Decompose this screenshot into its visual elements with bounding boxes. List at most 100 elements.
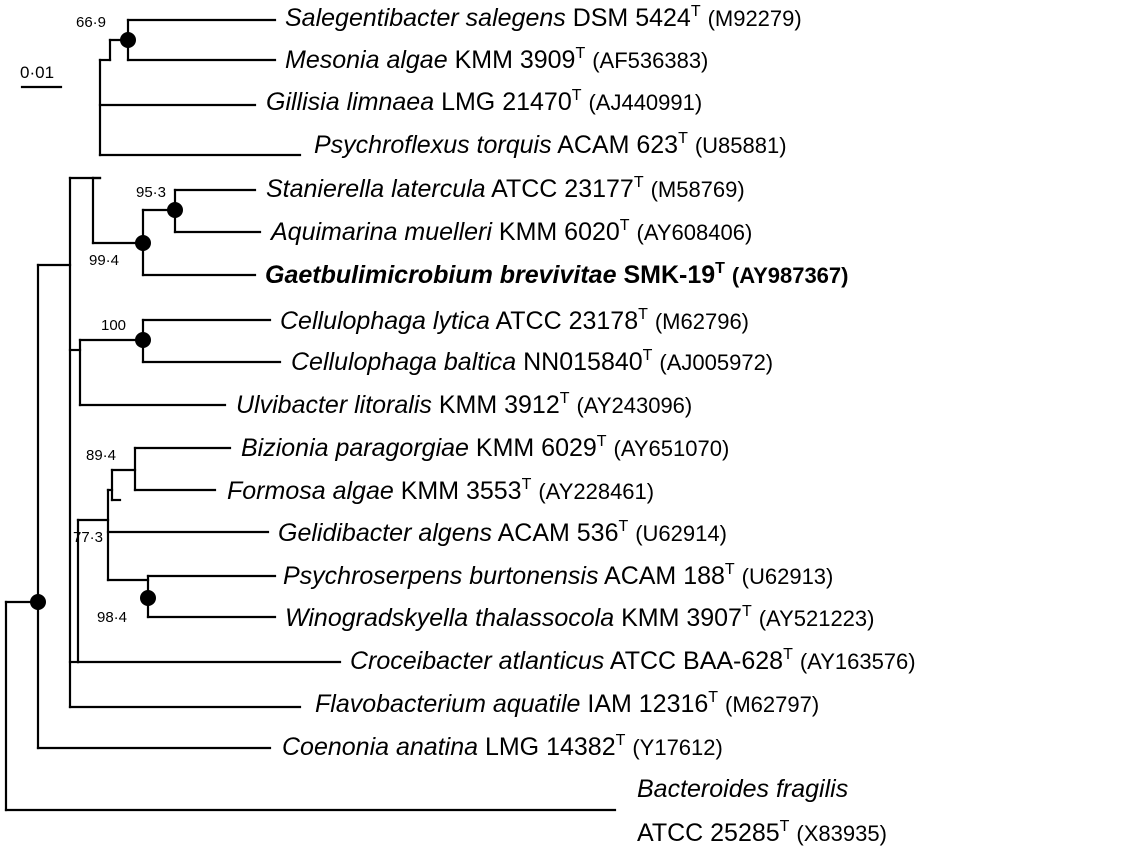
taxon-label: Winogradskyella thalassocola KMM 3907T (…	[285, 603, 875, 632]
node-marker	[140, 590, 156, 606]
taxon-strain: LMG 21470	[441, 88, 572, 116]
taxon-accession: (M58769)	[650, 177, 745, 202]
taxon-label: Mesonia algae KMM 3909T (AF536383)	[285, 45, 709, 74]
taxon-accession: (AY987367)	[731, 263, 849, 288]
taxon-genus: Cellulophaga lytica	[280, 307, 490, 335]
taxon-genus: Stanierella latercula	[266, 175, 486, 203]
type-strain-mark: T	[596, 433, 607, 450]
taxon-genus: Winogradskyella thalassocola	[285, 604, 615, 632]
taxon-label: Aquimarina muelleri KMM 6020T (AY608406)	[271, 217, 753, 246]
taxon-genus: Formosa algae	[227, 477, 394, 505]
taxon-genus: Psychroserpens burtonensis	[283, 562, 599, 590]
taxon-strain: KMM 3909	[454, 46, 576, 74]
taxon-label: Formosa algae KMM 3553T (AY228461)	[227, 476, 655, 505]
taxon-strain: ACAM 536	[497, 519, 619, 547]
bootstrap-value: 66·9	[76, 14, 107, 31]
taxon-label: Croceibacter atlanticus ATCC BAA-628T (A…	[350, 646, 916, 675]
taxon-accession: (M62796)	[654, 309, 749, 334]
taxon-strain: ATCC 23178	[495, 307, 639, 335]
bootstrap-value: 95·3	[136, 184, 167, 201]
taxon-genus: Flavobacterium aquatile	[315, 690, 581, 718]
taxon-label: Salegentibacter salegens DSM 5424T (M922…	[285, 4, 802, 32]
taxon-accession: (AY651070)	[613, 436, 730, 461]
type-strain-mark: T	[559, 390, 570, 407]
taxon-genus: Ulvibacter litoralis	[236, 391, 432, 419]
type-strain-mark: T	[618, 518, 629, 535]
taxon-label: ATCC 25285T (X83935)	[637, 818, 887, 847]
taxon-label: Psychroflexus torquis ACAM 623T (U85881)	[314, 130, 787, 159]
taxon-label: Psychroserpens burtonensis ACAM 188T (U6…	[283, 561, 834, 590]
bootstrap-value: 100	[101, 317, 127, 334]
type-strain-mark: T	[615, 732, 626, 749]
taxon-accession: (M92279)	[707, 6, 802, 31]
taxon-label: Gillisia limnaea LMG 21470T (AJ440991)	[266, 87, 703, 116]
taxon-strain: KMM 6020	[498, 218, 620, 246]
taxon-strain: KMM 3553	[400, 477, 522, 505]
taxon-strain: DSM 5424	[572, 4, 691, 32]
taxon-genus: Gelidibacter algens	[278, 519, 493, 547]
taxon-label: Stanierella latercula ATCC 23177T (M5876…	[266, 174, 745, 203]
type-strain-mark: T	[642, 347, 653, 364]
taxon-accession: (X83935)	[796, 821, 887, 846]
type-strain-mark: T	[575, 45, 586, 62]
node-marker	[167, 202, 183, 218]
taxon-strain: NN015840	[523, 348, 643, 376]
node-marker	[135, 235, 151, 251]
type-strain-mark: T	[571, 87, 582, 104]
type-strain-mark: T	[724, 561, 735, 578]
taxon-genus: Salegentibacter salegens	[285, 4, 566, 32]
taxon-strain: ATCC 25285	[637, 819, 780, 847]
taxon-label: Bizionia paragorgiae KMM 6029T (AY651070…	[241, 433, 730, 462]
taxon-genus: Mesonia algae	[285, 46, 448, 74]
type-strain-mark: T	[521, 476, 532, 493]
taxon-label: Gelidibacter algens ACAM 536T (U62914)	[278, 518, 727, 547]
type-strain-mark: T	[638, 306, 648, 323]
node-marker	[30, 594, 46, 610]
bootstrap-value: 77·3	[73, 529, 104, 546]
taxon-strain: ATCC BAA-628	[609, 647, 784, 675]
taxon-strain: IAM 12316	[587, 690, 709, 718]
taxon-accession: (AY521223)	[758, 606, 875, 631]
taxon-accession: (AJ440991)	[588, 90, 703, 115]
taxon-genus: Gaetbulimicrobium brevivitae	[265, 261, 617, 289]
taxon-accession: (U62913)	[741, 564, 834, 589]
bootstrap-value: 98·4	[97, 609, 128, 626]
taxon-accession: (M62797)	[725, 692, 820, 717]
type-strain-mark: T	[741, 603, 752, 620]
type-strain-mark: T	[619, 217, 630, 234]
type-strain-mark: T	[779, 818, 790, 835]
taxon-genus: Psychroflexus torquis	[314, 131, 552, 159]
type-strain-mark: T	[783, 646, 793, 663]
taxon-accession: (AY243096)	[576, 393, 693, 418]
taxon-strain: KMM 3912	[438, 391, 560, 419]
node-marker	[120, 32, 136, 48]
taxon-accession: (AY228461)	[538, 479, 655, 504]
bootstrap-value: 99·4	[89, 252, 120, 269]
taxon-genus: Cellulophaga baltica	[291, 348, 517, 376]
bootstrap-value: 89·4	[86, 447, 117, 464]
taxon-label: Cellulophaga baltica NN015840T (AJ005972…	[291, 347, 774, 376]
taxon-label: Coenonia anatina LMG 14382T (Y17612)	[282, 732, 723, 761]
taxon-genus: Aquimarina muelleri	[271, 218, 492, 246]
type-strain-mark: T	[633, 174, 644, 191]
taxon-strain: ACAM 188	[604, 562, 725, 590]
scale-bar-label: 0·01	[20, 63, 55, 82]
type-strain-mark: T	[715, 260, 725, 277]
taxon-genus: Coenonia anatina	[282, 733, 478, 761]
taxon-label: Ulvibacter litoralis KMM 3912T (AY243096…	[236, 390, 693, 419]
taxon-strain: KMM 3907	[621, 604, 742, 632]
taxon-accession: (AF536383)	[592, 48, 709, 73]
taxon-label: Cellulophaga lytica ATCC 23178T (M62796)	[280, 306, 749, 335]
taxon-genus: Gillisia limnaea	[266, 88, 435, 116]
type-strain-mark: T	[678, 130, 688, 147]
taxon-strain: ATCC 23177	[491, 175, 634, 203]
taxon-accession: (AJ005972)	[659, 350, 774, 375]
taxon-label: Flavobacterium aquatile IAM 12316T (M627…	[315, 690, 820, 718]
taxon-strain: KMM 6029	[475, 434, 597, 462]
taxon-strain: LMG 14382	[484, 733, 616, 761]
node-marker	[135, 332, 151, 348]
taxon-genus: Bacteroides fragilis	[637, 775, 849, 803]
taxon-accession: (AY608406)	[636, 220, 753, 245]
